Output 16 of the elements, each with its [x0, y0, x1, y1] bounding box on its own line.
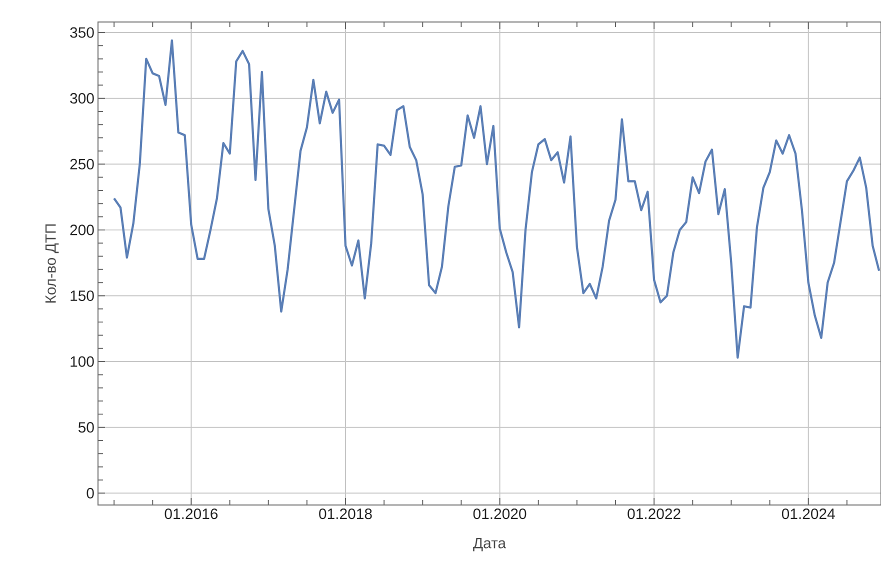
x-tick-label: 01.2022 — [628, 508, 680, 520]
x-tick-label: 01.2018 — [319, 508, 372, 520]
y-tick-label: 300 — [70, 93, 94, 104]
y-tick-label: 100 — [70, 356, 94, 367]
y-tick-label: 0 — [86, 488, 94, 498]
y-tick-label: 150 — [70, 290, 94, 302]
y-tick-label: 50 — [78, 422, 94, 433]
x-axis-title: Дата — [473, 538, 506, 552]
y-tick-label: 350 — [70, 27, 94, 38]
x-tick-label: 01.2016 — [164, 508, 218, 520]
x-tick-label: 01.2024 — [782, 508, 835, 520]
y-tick-label: 250 — [70, 158, 94, 170]
y-tick-label: 200 — [70, 224, 94, 236]
x-tick-label: 01.2020 — [473, 508, 526, 520]
line-series — [112, 39, 880, 359]
y-axis-title: Кол-во ДТП — [45, 224, 59, 303]
